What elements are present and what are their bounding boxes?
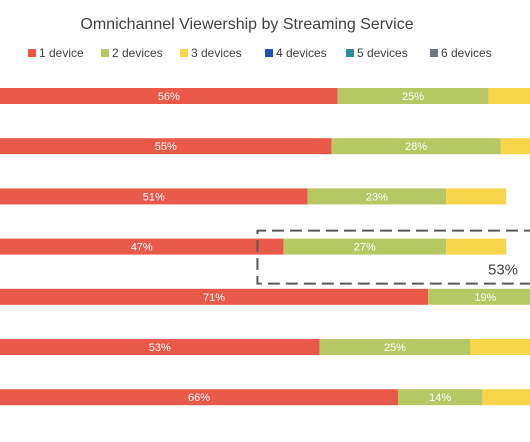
legend-label: 1 device (39, 46, 84, 60)
legend-swatch (430, 49, 438, 57)
bar-row: 56% 25% (0, 88, 530, 104)
bar-segment-3-devices (470, 339, 530, 355)
bar-segment-2-devices (337, 88, 489, 104)
bar-segment-1-device (0, 389, 398, 406)
legend-item-4-devices: 4 devices (265, 46, 327, 60)
legend-item-2-devices: 2 devices (101, 46, 163, 60)
bar-segment-1-device (0, 288, 429, 305)
bar-segment-3-devices (446, 238, 507, 255)
legend-label: 2 devices (112, 46, 163, 60)
data-label: 56% (158, 91, 180, 103)
bar-segment-2-devices (397, 389, 483, 406)
legend: 1 device 2 devices 3 devices 4 devices 5 dev… (28, 46, 492, 60)
bar-segment-1-device (0, 88, 338, 104)
legend-item-6-devices: 6 devices (430, 46, 492, 60)
data-label: 66% (188, 392, 210, 404)
data-label: 55% (155, 141, 177, 153)
legend-label: 5 devices (357, 46, 408, 60)
data-label: 14% (429, 392, 451, 404)
legend-label: 6 devices (441, 46, 492, 60)
legend-item-3-devices: 3 devices (180, 46, 242, 60)
legend-swatch (101, 49, 109, 57)
data-label: 47% (131, 242, 153, 254)
bar-segment-1-device (0, 188, 308, 205)
data-label: 28% (405, 141, 427, 153)
bar-segment-2-devices (331, 138, 501, 155)
bar-segment-3-devices (446, 188, 507, 205)
bar-row: 71% 19% (0, 288, 530, 305)
data-label: 27% (354, 242, 376, 254)
legend-label: 4 devices (276, 46, 327, 60)
bar-segment-2-devices (283, 238, 447, 255)
bar-row: 47% 27% (0, 238, 507, 255)
legend-item-1-device: 1 device (28, 46, 84, 60)
bar-segment-1-device (0, 138, 332, 155)
bar-row: 51% 23% (0, 188, 507, 205)
legend-swatch (28, 49, 36, 57)
data-label: 25% (402, 91, 424, 103)
data-label: 71% (203, 292, 225, 304)
bar-rows: 56% 25% 55% 28% 51% 23% 47% 27% 71% 19% 53% 25% 66% 1… (0, 88, 530, 406)
bar-segment-3-devices (482, 389, 530, 406)
data-label: 53% (149, 342, 171, 354)
callout-box (256, 229, 530, 285)
data-label: 25% (384, 342, 406, 354)
bar-row: 53% 25% (0, 339, 530, 355)
chart-title: Omnichannel Viewership by Streaming Serv… (80, 16, 413, 33)
bar-segment-2-devices (307, 188, 447, 205)
bar-segment-1-device (0, 238, 284, 255)
bar-row: 55% 28% (0, 138, 530, 155)
bar-segment-3-devices (500, 138, 530, 155)
bar-row: 66% 14% (0, 389, 530, 406)
data-label: 19% (474, 292, 496, 304)
bar-segment-3-devices (488, 88, 530, 104)
legend-swatch (265, 49, 273, 57)
callout-label: 53% (488, 262, 518, 279)
legend-swatch (180, 49, 188, 57)
callout-annotation: 53% (256, 229, 530, 285)
legend-item-5-devices: 5 devices (346, 46, 408, 60)
legend-label: 3 devices (191, 46, 242, 60)
bar-segment-1-device (0, 339, 320, 355)
legend-swatch (346, 49, 354, 57)
data-label: 51% (143, 191, 165, 203)
bar-segment-2-devices (428, 288, 530, 305)
data-label: 23% (366, 191, 388, 203)
bar-segment-2-devices (319, 339, 471, 355)
